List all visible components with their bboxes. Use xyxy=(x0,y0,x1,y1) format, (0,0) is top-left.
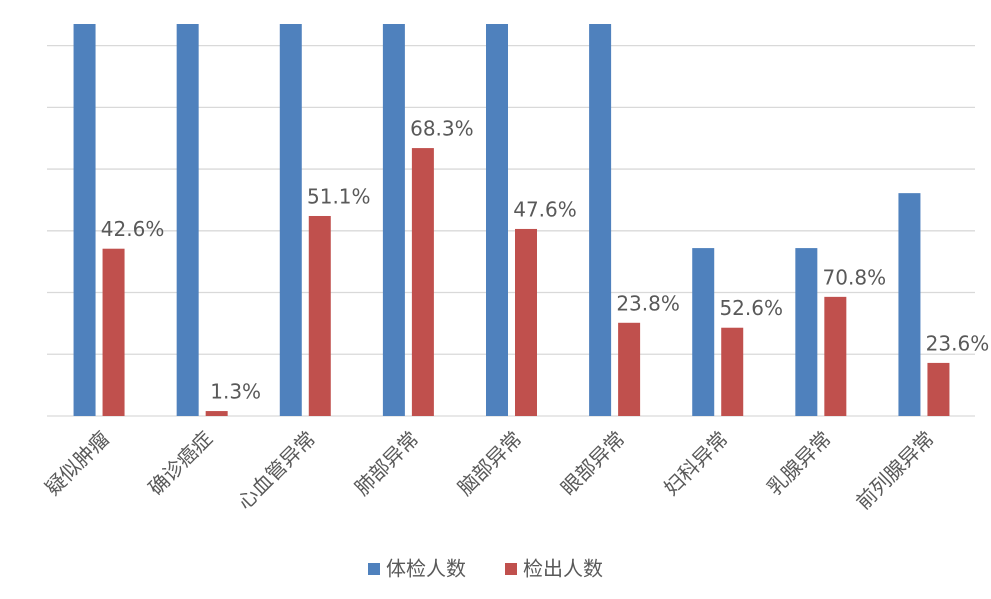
legend-label: 体检人数 xyxy=(386,557,466,581)
bar xyxy=(795,248,818,416)
bar xyxy=(515,228,537,416)
bar xyxy=(898,193,921,416)
bar xyxy=(279,24,302,416)
bar xyxy=(486,24,508,416)
x-tick-label: 脑部异常 xyxy=(453,426,527,500)
bar xyxy=(308,215,331,416)
bar xyxy=(382,24,405,416)
x-tick-label: 妇科异常 xyxy=(659,426,733,500)
x-tick-label: 前列腺异常 xyxy=(851,426,939,514)
bar xyxy=(73,24,96,416)
legend-label: 检出人数 xyxy=(523,557,603,581)
legend-swatch xyxy=(505,563,517,575)
bar xyxy=(411,148,434,416)
x-tick-label: 乳腺异常 xyxy=(762,426,836,500)
data-label: 1.3% xyxy=(210,380,261,404)
x-tick-label: 确诊癌症 xyxy=(144,426,218,500)
bar xyxy=(618,322,641,416)
bar xyxy=(589,24,612,416)
bar xyxy=(102,248,125,416)
x-tick-label: 心血管异常 xyxy=(233,426,321,514)
bar xyxy=(176,24,199,416)
data-label: 47.6% xyxy=(513,197,577,221)
data-label: 23.8% xyxy=(616,291,680,315)
data-label: 23.6% xyxy=(926,331,990,355)
data-label: 70.8% xyxy=(823,265,887,289)
data-label: 51.1% xyxy=(307,184,371,208)
x-tick-label: 肺部异常 xyxy=(350,426,424,500)
bar xyxy=(721,327,744,416)
legend-swatch xyxy=(368,563,380,575)
data-label: 68.3% xyxy=(410,117,474,141)
data-label: 42.6% xyxy=(101,217,165,241)
bar xyxy=(927,362,950,416)
data-label: 52.6% xyxy=(719,296,783,320)
bar xyxy=(824,296,847,416)
x-tick-label: 疑似肿瘤 xyxy=(40,426,114,500)
bar xyxy=(205,411,228,416)
x-tick-label: 眼部异常 xyxy=(556,426,630,500)
bar xyxy=(692,248,715,416)
